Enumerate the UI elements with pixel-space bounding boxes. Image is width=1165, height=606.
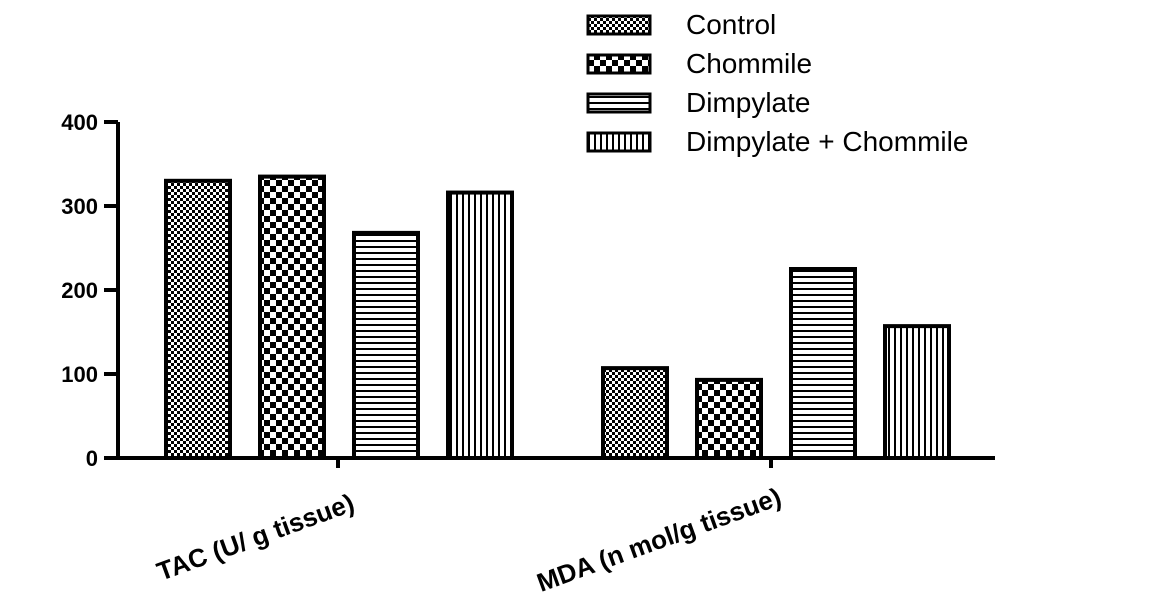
y-tick-label: 400 [61,110,98,135]
bar-dimpylate-tac-u-g-tissue [352,230,420,460]
x-category-label: MDA (n mol/g tissue) [533,481,785,597]
legend-label-control: Control [686,9,776,40]
bar-dimpylate-chommile-tac-u-g-tissue [446,190,514,460]
bar-dimpylate-chommile-mda-n-mol-g-tissue [883,324,951,460]
legend-swatch-dimpylate-chommile [586,131,652,153]
bar-control-tac-u-g-tissue [164,178,232,461]
legend-label-dimpylate: Dimpylate [686,87,810,118]
legend-swatch-chommile [586,53,652,75]
legend-label-chommile: Chommile [686,48,812,79]
bar-chommile-tac-u-g-tissue [258,174,326,460]
y-tick-label: 0 [86,446,98,471]
x-category-label: TAC (U/ g tissue) [153,487,358,586]
legend-label-dimpylate-chommile: Dimpylate + Chommile [686,126,968,157]
legend-swatch-control [586,14,652,36]
y-tick-label: 200 [61,278,98,303]
bars [164,174,951,461]
y-tick-label: 100 [61,362,98,387]
y-tick-label: 300 [61,194,98,219]
axes [104,120,995,468]
bar-chommile-mda-n-mol-g-tissue [695,377,763,461]
legend-swatch-dimpylate [586,92,652,114]
bar-control-mda-n-mol-g-tissue [601,366,669,460]
bar-dimpylate-mda-n-mol-g-tissue [789,267,857,460]
legend: Control Chommile Dimpylate Dimpylate + Chom… [586,9,968,157]
